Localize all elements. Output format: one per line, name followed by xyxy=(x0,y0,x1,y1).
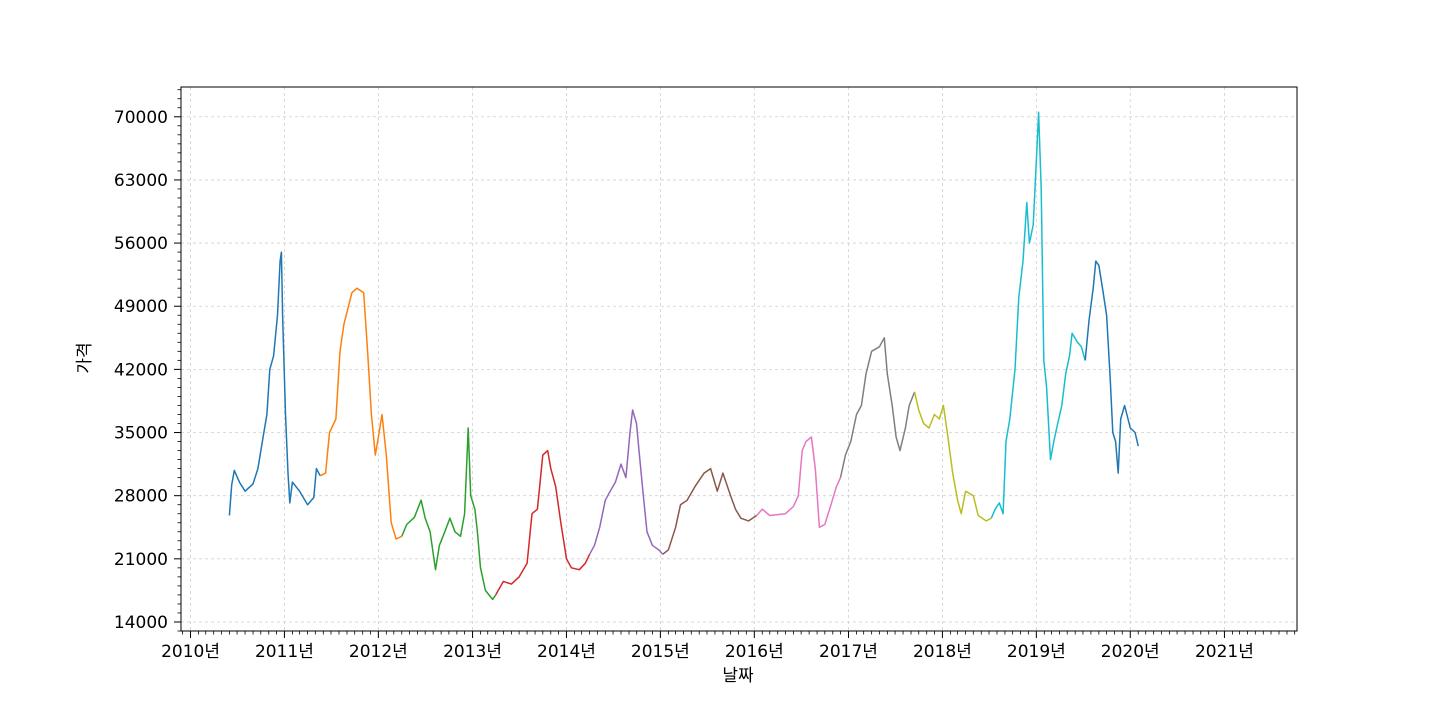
y-tick-label: 35000 xyxy=(114,424,168,444)
x-tick-label: 2017년 xyxy=(819,642,878,662)
x-tick-label: 2014년 xyxy=(537,642,596,662)
series-line-10 xyxy=(990,111,1086,519)
series-line-4 xyxy=(495,449,591,596)
series-line-6 xyxy=(662,467,758,555)
y-tick-label: 21000 xyxy=(114,550,168,570)
x-tick-label: 2021년 xyxy=(1195,642,1254,662)
x-tick-label: 2011년 xyxy=(255,642,314,662)
y-tick-label: 56000 xyxy=(114,234,168,254)
x-tick-label: 2020년 xyxy=(1101,642,1160,662)
series-line-7 xyxy=(756,436,842,529)
y-tick-label: 63000 xyxy=(114,171,168,191)
x-tick-label: 2012년 xyxy=(349,642,408,662)
y-axis-label: 가격 xyxy=(75,342,95,373)
y-tick-label: 49000 xyxy=(114,297,168,317)
y-tick-label: 70000 xyxy=(114,108,168,128)
axes: 2010년 2011년 2012년 2013년 2014년 2015년 2016년 2017년… xyxy=(114,89,1296,662)
series-lines xyxy=(228,111,1139,601)
x-tick-label: 2016년 xyxy=(725,642,784,662)
plot-frame xyxy=(180,86,1298,632)
series-line-8 xyxy=(839,337,916,478)
x-axis-label: 날짜 xyxy=(722,666,754,686)
y-tick-label: 42000 xyxy=(114,360,168,380)
series-line-2 xyxy=(319,287,403,540)
x-tick-label: 2019년 xyxy=(1007,642,1066,662)
series-line-11 xyxy=(1084,260,1139,474)
series-line-5 xyxy=(588,409,664,555)
x-tick-label: 2018년 xyxy=(913,642,972,662)
series-line-3 xyxy=(401,427,497,601)
y-tick-label: 14000 xyxy=(114,613,168,633)
x-tick-label: 2013년 xyxy=(443,642,502,662)
x-tick-label: 2010년 xyxy=(161,642,220,662)
x-tick-label: 2015년 xyxy=(631,642,690,662)
series-line-9 xyxy=(913,391,992,522)
series-line-1 xyxy=(228,251,321,516)
grid xyxy=(181,87,1297,631)
y-tick-label: 28000 xyxy=(114,487,168,507)
